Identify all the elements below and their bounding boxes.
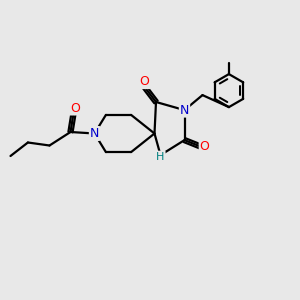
Text: O: O	[200, 140, 209, 153]
Text: O: O	[70, 101, 80, 115]
Text: H: H	[156, 152, 165, 162]
Text: N: N	[90, 127, 99, 140]
Text: N: N	[180, 103, 189, 117]
Text: O: O	[140, 75, 149, 88]
